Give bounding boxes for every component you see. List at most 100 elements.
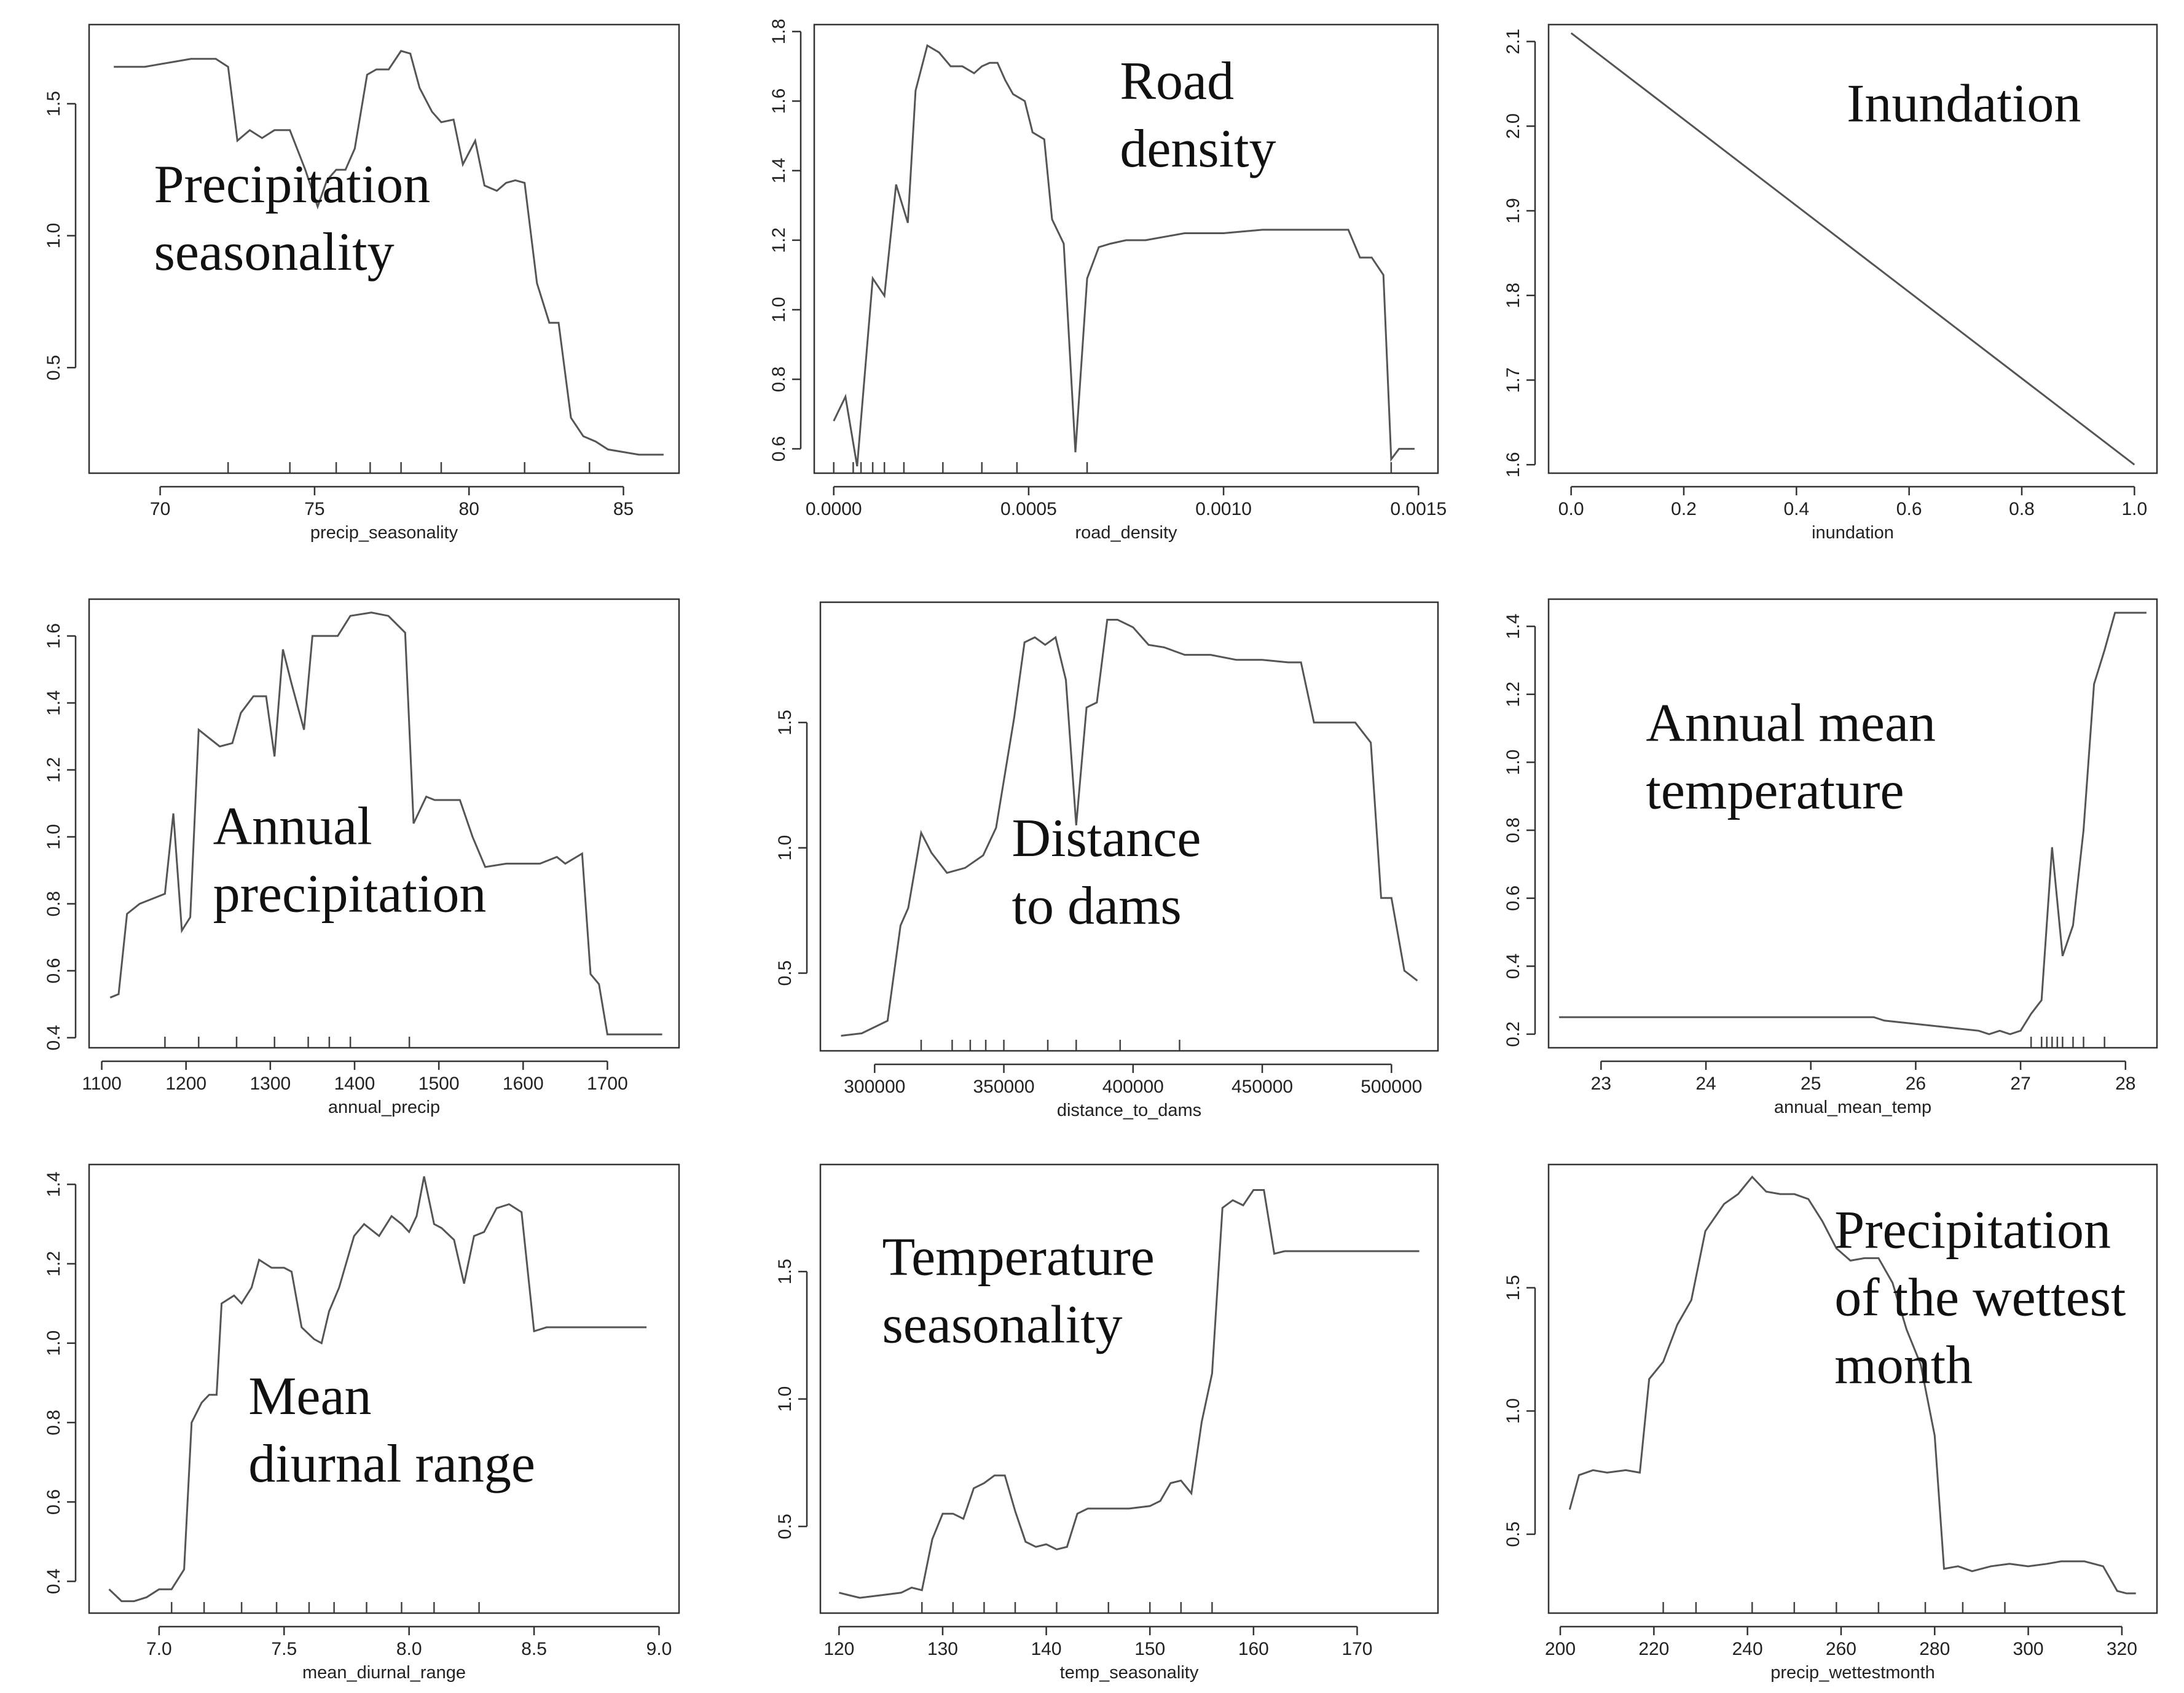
y-tick-label: 0.4 xyxy=(1503,953,1523,979)
panel-annotation: diurnal range xyxy=(248,1434,535,1494)
x-tick-label: 320 xyxy=(2107,1639,2137,1659)
x-tick-label: 130 xyxy=(927,1639,958,1659)
chart-svg-inundation: 0.0 0.2 0.4 0.6 0.8 1.0 inundation 1.6 1.7 1.8 1.9… xyxy=(1503,23,2158,543)
y-tick-label: 1.9 xyxy=(1503,198,1523,224)
series-line xyxy=(839,1189,1420,1599)
x-tick-label: 0.0000 xyxy=(806,499,862,519)
y-tick-label: 1.6 xyxy=(1503,452,1523,477)
y-tick-label: 1.7 xyxy=(1503,367,1523,393)
x-tick-label: 150 xyxy=(1134,1639,1165,1659)
y-tick-label: 0.6 xyxy=(769,436,789,462)
panel-annotation: Temperature xyxy=(882,1228,1155,1287)
y-tick-label: 1.0 xyxy=(44,223,64,249)
series-line xyxy=(114,50,664,456)
y-tick-label: 2.0 xyxy=(1503,113,1523,139)
x-tick-label: 28 xyxy=(2115,1074,2135,1094)
series-line xyxy=(841,619,1418,1037)
plot-frame xyxy=(819,1163,1439,1614)
x-axis-title: distance_to_dams xyxy=(1057,1101,1201,1120)
chart-svg-distance-to-dams: 300000 350000 400000 450000 500000 distance_t… xyxy=(775,601,1439,1120)
chart-panel-precip-wettest-month: 200 220 240 260 280 300 320 precip_wettestmonth… xyxy=(1463,1152,2182,1693)
y-tick-label: 1.5 xyxy=(1503,1275,1523,1301)
panel-annotation: Precipitation xyxy=(1834,1201,2111,1260)
x-axis-title: precip_wettestmonth xyxy=(1770,1663,1935,1683)
x-axis-title: inundation xyxy=(1812,523,1894,543)
x-tick-label: 25 xyxy=(1801,1074,1821,1094)
panel-annotation: precipitation xyxy=(213,865,487,924)
chart-svg-precip-seasonality: 70 75 80 85 precip_seasonality 0.5 1.0 1.5 Preci… xyxy=(44,23,680,543)
y-tick-label: 1.0 xyxy=(1503,1398,1523,1424)
panel-annotation: seasonality xyxy=(154,222,395,282)
y-tick-label: 0.2 xyxy=(1503,1021,1523,1047)
x-axis-title: annual_mean_temp xyxy=(1774,1098,1931,1117)
panel-annotation: month xyxy=(1834,1336,1973,1396)
y-tick-label: 1.8 xyxy=(769,18,789,44)
x-tick-label: 1100 xyxy=(82,1074,122,1094)
x-tick-label: 1500 xyxy=(418,1074,460,1094)
chart-svg-mean-diurnal-range: 7.0 7.5 8.0 8.5 9.0 mean_diurnal_range 0.4 0.6 0… xyxy=(44,1163,680,1683)
chart-panel-mean-diurnal-range: 7.0 7.5 8.0 8.5 9.0 mean_diurnal_range 0.4 0.6 0… xyxy=(3,1152,704,1693)
x-tick-label: 80 xyxy=(459,499,479,519)
chart-svg-road-density: 0.0000 0.0005 0.0010 0.0015 road_density 0.6 0… xyxy=(769,18,1447,543)
chart-panel-inundation: 0.0 0.2 0.4 0.6 0.8 1.0 inundation 1.6 1.7 1.8 1.9… xyxy=(1463,12,2182,553)
x-tick-label: 300000 xyxy=(844,1077,905,1097)
x-tick-label: 0.0015 xyxy=(1390,499,1447,519)
x-tick-label: 280 xyxy=(1919,1639,1950,1659)
y-tick-label: 1.4 xyxy=(769,158,789,184)
x-axis-title: road_density xyxy=(1075,523,1177,543)
panel-annotation: Distance xyxy=(1012,809,1201,868)
x-tick-label: 1400 xyxy=(334,1074,375,1094)
y-tick-label: 1.2 xyxy=(769,227,789,253)
y-tick-label: 1.2 xyxy=(44,1251,64,1277)
x-tick-label: 1300 xyxy=(249,1074,291,1094)
y-tick-label: 0.8 xyxy=(1503,817,1523,843)
y-tick-label: 0.6 xyxy=(44,1489,64,1515)
chart-panel-precip-seasonality: 70 75 80 85 precip_seasonality 0.5 1.0 1.5 Preci… xyxy=(3,12,704,553)
y-tick-label: 0.5 xyxy=(44,355,64,380)
y-tick-label: 0.5 xyxy=(775,1514,795,1539)
panel-annotation: to dams xyxy=(1012,876,1182,936)
chart-svg-temp-seasonality: 120 130 140 150 160 170 temp_seasonality 0.5 1.0… xyxy=(775,1163,1439,1683)
x-axis-title: temp_seasonality xyxy=(1060,1663,1199,1683)
y-tick-label: 0.5 xyxy=(1503,1522,1523,1547)
plot-frame xyxy=(819,601,1439,1052)
series-line xyxy=(108,1176,647,1603)
panel-annotation: of the wettest xyxy=(1834,1268,2126,1328)
panel-annotation: Annual mean xyxy=(1646,694,1936,753)
chart-svg-annual-precip: 1100 1200 1300 1400 1500 1600 1700 annual_preci… xyxy=(44,598,680,1117)
x-tick-label: 240 xyxy=(1732,1639,1763,1659)
panel-annotation: Mean xyxy=(248,1367,371,1426)
y-tick-label: 1.2 xyxy=(44,757,64,783)
y-tick-label: 1.0 xyxy=(769,297,789,323)
y-tick-label: 0.8 xyxy=(44,891,64,917)
x-tick-label: 0.6 xyxy=(1896,499,1922,519)
plot-frame xyxy=(88,598,680,1049)
y-tick-label: 0.8 xyxy=(769,366,789,392)
x-tick-label: 70 xyxy=(150,499,170,519)
y-tick-label: 1.0 xyxy=(775,835,795,861)
x-tick-label: 140 xyxy=(1031,1639,1062,1659)
x-tick-label: 24 xyxy=(1695,1074,1716,1094)
x-tick-label: 450000 xyxy=(1231,1077,1293,1097)
y-tick-label: 1.4 xyxy=(44,1171,64,1197)
x-tick-label: 220 xyxy=(1638,1639,1669,1659)
plot-frame xyxy=(88,23,680,474)
y-tick-label: 0.6 xyxy=(1503,886,1523,911)
y-tick-label: 1.6 xyxy=(44,623,64,649)
x-tick-label: 350000 xyxy=(973,1077,1035,1097)
panel-annotation: Annual xyxy=(213,797,372,857)
plot-frame xyxy=(88,1163,680,1614)
panel-annotation: Precipitation xyxy=(154,155,431,214)
y-tick-label: 0.5 xyxy=(775,960,795,986)
series-line xyxy=(109,611,662,1035)
y-tick-label: 1.2 xyxy=(1503,682,1523,707)
y-tick-label: 1.6 xyxy=(769,88,789,114)
y-tick-label: 1.0 xyxy=(44,824,64,850)
x-tick-label: 300 xyxy=(2013,1639,2044,1659)
y-tick-label: 1.4 xyxy=(44,690,64,716)
panel-annotation: seasonality xyxy=(882,1295,1123,1355)
x-tick-label: 400000 xyxy=(1102,1077,1164,1097)
x-axis-title: precip_seasonality xyxy=(310,523,458,543)
chart-panel-road-density: 0.0000 0.0005 0.0010 0.0015 road_density 0.6 0… xyxy=(728,12,1463,553)
x-tick-label: 0.0010 xyxy=(1195,499,1252,519)
